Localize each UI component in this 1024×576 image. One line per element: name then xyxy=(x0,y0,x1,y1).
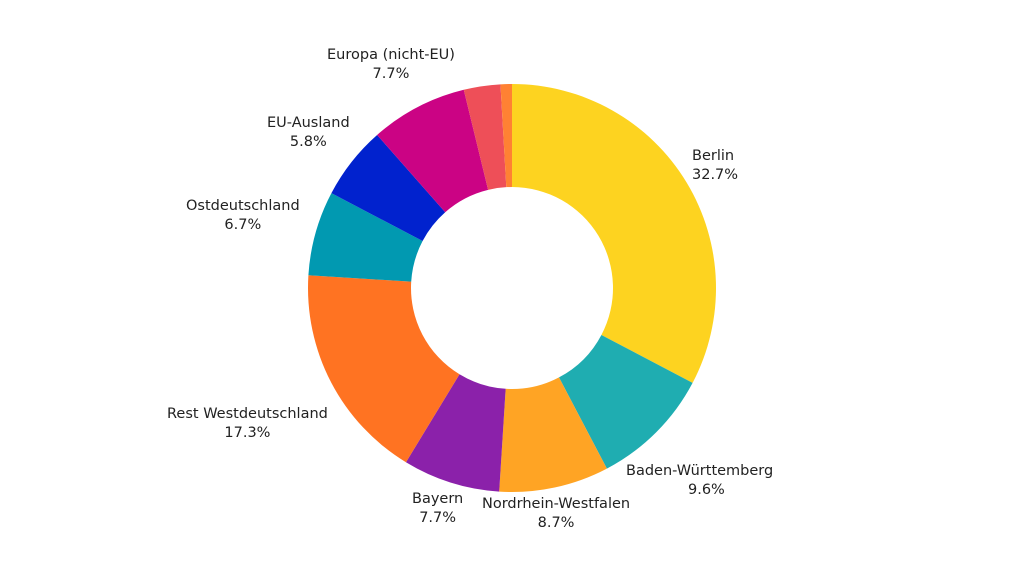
slice-label: Europa (nicht-EU) xyxy=(327,47,455,63)
slice-other-9 xyxy=(500,84,512,188)
data-label: Baden-Württemberg 9.6% xyxy=(626,462,773,500)
data-label: Ostdeutschland 6.7% xyxy=(186,197,300,235)
slice-value: 6.7% xyxy=(224,217,262,233)
slice-value: 5.8% xyxy=(289,134,327,150)
slice-value: 17.3% xyxy=(224,425,271,441)
slice-label: Berlin xyxy=(692,148,735,164)
slice-value: 8.7% xyxy=(537,515,575,531)
data-label: Nordrhein-Westfalen 8.7% xyxy=(482,495,630,533)
data-label: Europa (nicht-EU) 7.7% xyxy=(327,46,455,84)
slice-eu-ausland xyxy=(331,134,446,242)
slice-rest-westdeutschland xyxy=(308,275,460,463)
slice-value: 7.7% xyxy=(372,66,410,82)
slice-baden-w-rttemberg xyxy=(558,334,693,469)
slice-nordrhein-westfalen xyxy=(499,377,607,492)
slice-label: EU-Ausland xyxy=(267,115,350,131)
data-label: Berlin 32.7% xyxy=(692,147,738,185)
slice-berlin xyxy=(512,84,716,383)
slice-label: Rest Westdeutschland xyxy=(167,406,328,422)
data-label: EU-Ausland 5.8% xyxy=(267,114,350,152)
slice-value: 7.7% xyxy=(419,510,457,526)
slice-europa-nicht-eu- xyxy=(377,89,489,213)
slice-label: Bayern xyxy=(412,491,464,507)
slice-label: Baden-Württemberg xyxy=(626,463,774,479)
slice-ostdeutschland xyxy=(308,193,423,282)
data-label: Bayern 7.7% xyxy=(412,490,463,528)
data-label: Rest Westdeutschland 17.3% xyxy=(167,405,328,443)
slice-label: Nordrhein-Westfalen xyxy=(482,496,631,512)
slice-other-8 xyxy=(463,84,507,190)
slice-label: Ostdeutschland xyxy=(186,198,300,214)
slice-bayern xyxy=(405,374,506,492)
slice-value: 9.6% xyxy=(688,482,725,498)
slice-value: 32.7% xyxy=(692,167,739,183)
